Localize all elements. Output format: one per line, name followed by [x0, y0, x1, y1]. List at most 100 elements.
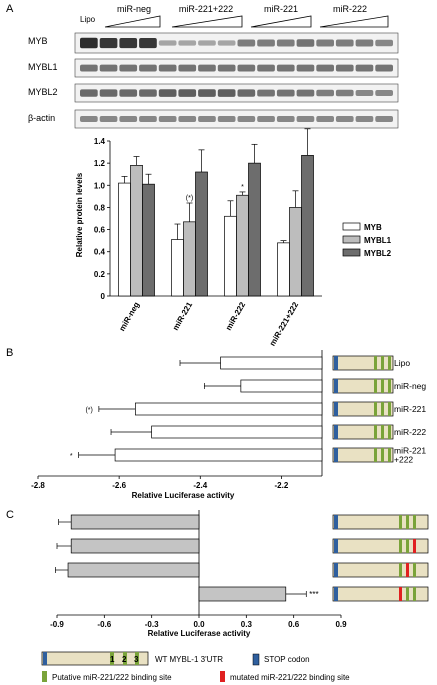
- blot-band: [217, 89, 236, 97]
- blot-band: [139, 116, 157, 122]
- site-number-1: 1: [110, 655, 115, 664]
- blot-band: [316, 116, 334, 122]
- blot-label-mir221-222: miR-221+222: [179, 4, 233, 14]
- blot-band: [178, 89, 197, 97]
- blot-band: [80, 37, 98, 49]
- site-number-2: 2: [122, 655, 127, 664]
- legend-utr-site1: [110, 652, 114, 665]
- blot-band: [276, 64, 295, 72]
- luc-bar-3: [135, 402, 323, 416]
- protein-level-chart: 0 0.2 0.4 0.6 0.8 1.0 1.2 1.4 miR-neg miR-221 miR-…: [94, 128, 322, 348]
- legend-stop-label: STOP codon: [264, 655, 310, 664]
- blot-band: [99, 89, 118, 97]
- construct-c-site: [399, 539, 402, 553]
- luciferase-chart-b: -2.8 -2.6 -2.4 -2.2 Lipo miR-neg miR-221 miR-22…: [31, 350, 426, 490]
- blot-band: [335, 39, 354, 47]
- bar-mybl1-4: [289, 207, 302, 297]
- bar-mybl2-1: [142, 183, 155, 297]
- bar-myb-4: [277, 242, 290, 297]
- legend-putative-label: Putative miR-221/222 binding site: [52, 673, 172, 682]
- legend-mutated-label: mutated miR-221/222 binding site: [230, 673, 350, 682]
- blot-band: [355, 116, 374, 122]
- construct-site: [381, 379, 384, 393]
- chart-a-ytick-label: 1.4: [94, 137, 106, 146]
- chart-a-ytick-label: 0.4: [94, 248, 106, 257]
- luc-bar-2: [240, 379, 323, 393]
- mutant-constructs: [332, 514, 429, 602]
- blot-band: [237, 64, 256, 72]
- blot-band: [139, 89, 157, 97]
- blot-band: [198, 116, 216, 122]
- construct-c-site: [413, 587, 416, 601]
- construct-label: miR-222: [394, 427, 426, 437]
- bar-mybl2-3: [248, 162, 261, 297]
- construct-stop: [334, 356, 338, 370]
- significance-marker: (*): [186, 195, 193, 202]
- chart-c-xtick-label: 0.0: [193, 620, 205, 629]
- chart-a-category-label: miR-222: [224, 300, 248, 332]
- bar-mybl1-3: [236, 194, 249, 297]
- blot-band: [119, 116, 138, 122]
- blot-band: [296, 89, 315, 97]
- blot-band: [217, 116, 236, 122]
- legend-utr-site2: [123, 652, 127, 665]
- blot-band: [158, 116, 177, 122]
- blot-band: [158, 89, 177, 97]
- construct-site: [388, 425, 391, 439]
- construct-stop: [334, 448, 338, 462]
- construct-box: [332, 355, 394, 371]
- blot-row-label-mybl1: MYBL1: [28, 62, 58, 72]
- luc-bar-1: [220, 356, 323, 370]
- blot-band: [178, 64, 197, 72]
- blot-band: [119, 64, 138, 72]
- blot-band: [276, 89, 295, 97]
- construct-label: +222: [394, 455, 413, 465]
- construct-c-stop: [334, 539, 338, 553]
- luc-bar-4: [151, 425, 323, 439]
- blot-band: [158, 64, 177, 72]
- blot-band: [99, 64, 118, 72]
- chart-a-ylabel: Relative protein levels: [75, 172, 84, 257]
- blot-row-label-beta-actin: β-actin: [28, 113, 55, 123]
- construct-site: [374, 448, 377, 462]
- chart-a-ytick-label: 0.8: [94, 203, 106, 212]
- construct-c-site: [399, 563, 402, 577]
- chart-a-ytick-label: 1.0: [94, 181, 106, 190]
- blot-band: [237, 89, 256, 97]
- chart-a-ytick-label: 0: [101, 292, 106, 301]
- blot-band: [119, 89, 138, 97]
- construct-site: [388, 448, 391, 462]
- construct-label: miR-neg: [394, 381, 426, 391]
- blot-band: [217, 40, 236, 46]
- blot-band: [375, 116, 393, 122]
- chart-a-category-label: miR-neg: [117, 300, 141, 332]
- significance-marker: (*): [85, 407, 92, 414]
- putative-site-swatch: [42, 671, 47, 682]
- chart-a-category-label: miR-221+222: [268, 300, 301, 348]
- construct-site: [381, 402, 384, 416]
- chart-b-xtick-label: -2.6: [112, 481, 126, 490]
- legend-utr-label: WT MYBL-1 3'UTR: [155, 655, 223, 664]
- blot-strip-1: [74, 32, 399, 54]
- blot-band: [355, 90, 374, 96]
- blot-strip-2: [74, 58, 399, 78]
- construct-site: [388, 379, 391, 393]
- blot-band: [296, 39, 315, 47]
- blot-band: [335, 116, 354, 122]
- blot-band: [80, 116, 98, 122]
- blot-band: [198, 89, 216, 97]
- construct-c-stop: [334, 587, 338, 601]
- construct-site: [388, 356, 391, 370]
- construct-c-box: [332, 514, 429, 530]
- western-blot-strips: [74, 32, 399, 129]
- panel-label-c: C: [6, 509, 14, 521]
- blot-band: [139, 64, 157, 72]
- construct-site: [374, 425, 377, 439]
- construct-site: [381, 448, 384, 462]
- blot-band: [375, 64, 393, 72]
- construct-c-stop: [334, 515, 338, 529]
- blot-band: [355, 64, 374, 72]
- blot-band: [257, 64, 275, 72]
- blot-row-label-myb: MYB: [28, 36, 48, 46]
- blot-band: [217, 64, 236, 72]
